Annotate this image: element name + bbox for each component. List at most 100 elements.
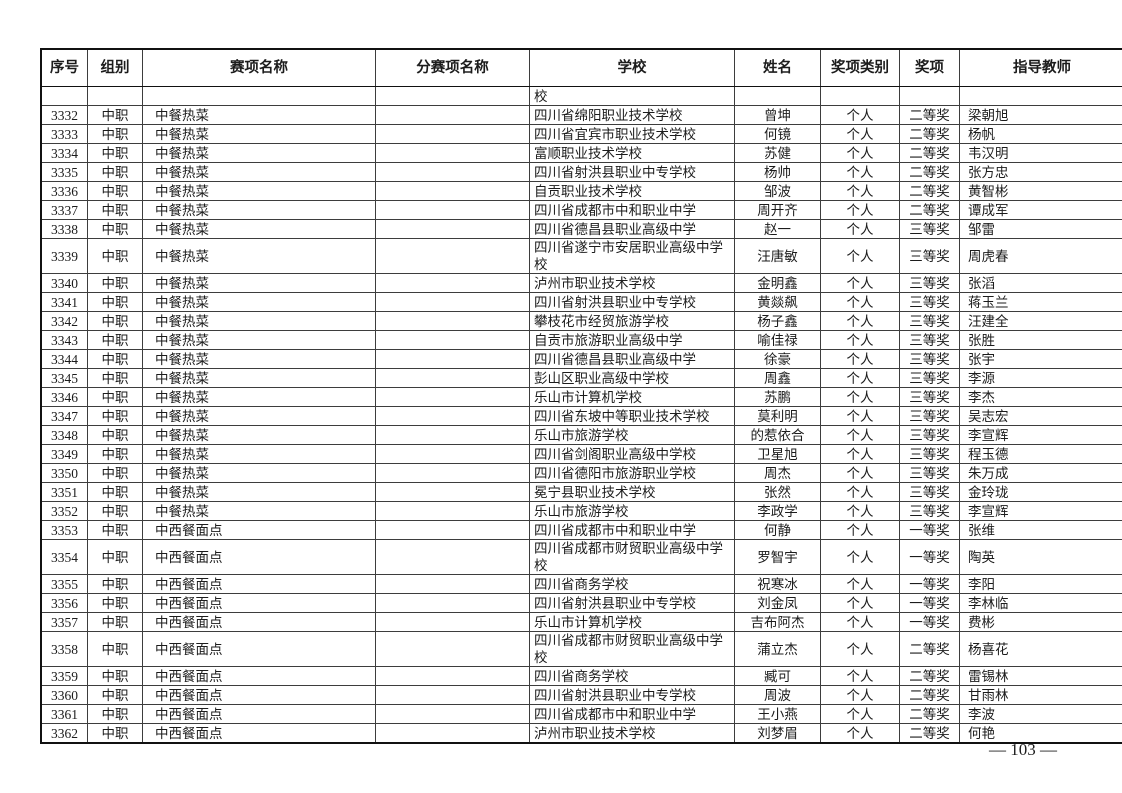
cell-index: 3334	[40, 143, 88, 163]
cell-award_category: 个人	[820, 723, 900, 744]
cell-sub_event	[375, 292, 530, 312]
cell-event: 中餐热菜	[142, 105, 376, 125]
cell-index: 3346	[40, 387, 88, 407]
cell-group: 中职	[87, 162, 143, 182]
cell-award_category: 个人	[820, 162, 900, 182]
cell-sub_event	[375, 105, 530, 125]
cell-sub_event	[375, 723, 530, 744]
cell-event: 中餐热菜	[142, 238, 376, 274]
cell-school: 四川省剑阁职业高级中学校	[529, 444, 735, 464]
cell-event	[142, 86, 376, 106]
table-row: 3337 中职 中餐热菜 四川省成都市中和职业中学 周开齐 个人 二等奖 谭成军	[40, 200, 1122, 220]
cell-name: 周波	[734, 685, 821, 705]
cell-event: 中餐热菜	[142, 387, 376, 407]
cell-award: 三等奖	[899, 238, 960, 274]
cell-award: 二等奖	[899, 704, 960, 724]
cell-event: 中餐热菜	[142, 444, 376, 464]
cell-name: 刘金凤	[734, 593, 821, 613]
cell-teacher: 李林临	[959, 593, 1122, 613]
cell-sub_event	[375, 349, 530, 369]
column-header-award_category: 奖项类别	[820, 48, 900, 87]
cell-teacher	[959, 86, 1122, 106]
cell-group	[87, 86, 143, 106]
column-header-teacher: 指导教师	[959, 48, 1122, 87]
cell-group: 中职	[87, 666, 143, 686]
cell-teacher: 张胜	[959, 330, 1122, 350]
cell-teacher: 杨帆	[959, 124, 1122, 144]
cell-sub_event	[375, 482, 530, 502]
table-row: 3336 中职 中餐热菜 自贡职业技术学校 邹波 个人 二等奖 黄智彬	[40, 181, 1122, 201]
cell-name: 周开齐	[734, 200, 821, 220]
cell-teacher: 朱万成	[959, 463, 1122, 483]
cell-index: 3353	[40, 520, 88, 540]
cell-school: 四川省东坡中等职业技术学校	[529, 406, 735, 426]
table-row: 3360 中职 中西餐面点 四川省射洪县职业中专学校 周波 个人 二等奖 甘雨林	[40, 685, 1122, 705]
cell-name: 杨帅	[734, 162, 821, 182]
cell-teacher: 甘雨林	[959, 685, 1122, 705]
cell-teacher: 黄智彬	[959, 181, 1122, 201]
cell-award: 三等奖	[899, 311, 960, 331]
cell-sub_event	[375, 425, 530, 445]
cell-sub_event	[375, 162, 530, 182]
cell-school: 四川省射洪县职业中专学校	[529, 292, 735, 312]
cell-event: 中餐热菜	[142, 482, 376, 502]
cell-name: 刘梦眉	[734, 723, 821, 744]
cell-school: 四川省射洪县职业中专学校	[529, 593, 735, 613]
cell-sub_event	[375, 387, 530, 407]
cell-award_category: 个人	[820, 482, 900, 502]
column-header-name: 姓名	[734, 48, 821, 87]
cell-name: 徐豪	[734, 349, 821, 369]
cell-sub_event	[375, 181, 530, 201]
table-row: 3350 中职 中餐热菜 四川省德阳市旅游职业学校 周杰 个人 三等奖 朱万成	[40, 463, 1122, 483]
cell-award	[899, 86, 960, 106]
cell-event: 中餐热菜	[142, 463, 376, 483]
cell-name: 苏鹏	[734, 387, 821, 407]
cell-event: 中西餐面点	[142, 723, 376, 744]
cell-teacher: 金玲珑	[959, 482, 1122, 502]
cell-award: 三等奖	[899, 219, 960, 239]
cell-name: 苏健	[734, 143, 821, 163]
cell-award_category: 个人	[820, 666, 900, 686]
cell-name: 喻佳禄	[734, 330, 821, 350]
table-row: 3343 中职 中餐热菜 自贡市旅游职业高级中学 喻佳禄 个人 三等奖 张胜	[40, 330, 1122, 350]
cell-group: 中职	[87, 311, 143, 331]
cell-award_category: 个人	[820, 181, 900, 201]
cell-school: 四川省绵阳职业技术学校	[529, 105, 735, 125]
cell-award_category: 个人	[820, 501, 900, 521]
table-row: 3361 中职 中西餐面点 四川省成都市中和职业中学 王小燕 个人 二等奖 李波	[40, 704, 1122, 724]
cell-index: 3335	[40, 162, 88, 182]
cell-group: 中职	[87, 482, 143, 502]
cell-index: 3338	[40, 219, 88, 239]
cell-school: 冕宁县职业技术学校	[529, 482, 735, 502]
cell-event: 中西餐面点	[142, 593, 376, 613]
cell-award_category: 个人	[820, 574, 900, 594]
cell-award_category: 个人	[820, 349, 900, 369]
cell-event: 中西餐面点	[142, 704, 376, 724]
awards-table: 序号 组别 赛项名称 分赛项名称 学校 姓名 奖项类别 奖项 指导教师 校 3332 中职 中餐热菜四…	[40, 48, 1122, 744]
cell-sub_event	[375, 368, 530, 388]
cell-school: 富顺职业技术学校	[529, 143, 735, 163]
cell-school: 四川省德昌县职业高级中学	[529, 349, 735, 369]
cell-teacher: 吴志宏	[959, 406, 1122, 426]
cell-index: 3362	[40, 723, 88, 744]
cell-sub_event	[375, 520, 530, 540]
cell-school: 泸州市职业技术学校	[529, 273, 735, 293]
cell-index: 3359	[40, 666, 88, 686]
cell-index	[40, 86, 88, 106]
cell-award_category	[820, 86, 900, 106]
cell-index: 3337	[40, 200, 88, 220]
cell-name: 张然	[734, 482, 821, 502]
cell-group: 中职	[87, 444, 143, 464]
cell-index: 3358	[40, 631, 88, 667]
table-row: 3353 中职 中西餐面点 四川省成都市中和职业中学 何静 个人 一等奖 张维	[40, 520, 1122, 540]
table-header: 序号 组别 赛项名称 分赛项名称 学校 姓名 奖项类别 奖项 指导教师	[40, 48, 1122, 87]
cell-award_category: 个人	[820, 311, 900, 331]
cell-index: 3360	[40, 685, 88, 705]
column-header-award: 奖项	[899, 48, 960, 87]
cell-event: 中西餐面点	[142, 666, 376, 686]
cell-group: 中职	[87, 387, 143, 407]
cell-name	[734, 86, 821, 106]
cell-group: 中职	[87, 539, 143, 575]
cell-award_category: 个人	[820, 520, 900, 540]
column-header-event: 赛项名称	[142, 48, 376, 87]
